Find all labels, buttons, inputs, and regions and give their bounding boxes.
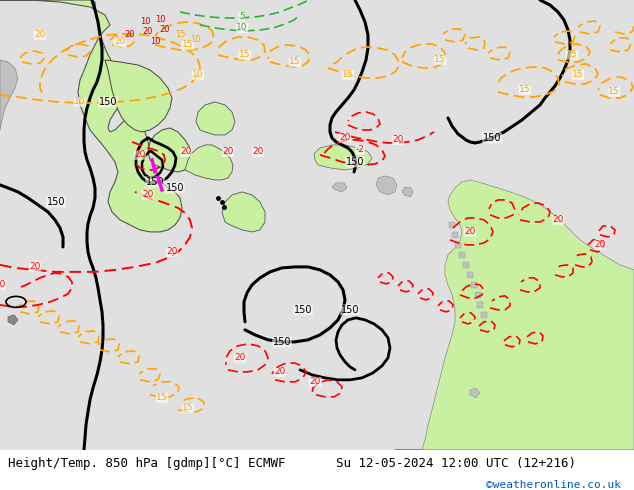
- Text: 20: 20: [34, 30, 46, 40]
- Polygon shape: [8, 315, 18, 325]
- Text: 15: 15: [608, 87, 620, 97]
- Polygon shape: [395, 180, 634, 450]
- Text: 10: 10: [190, 35, 200, 45]
- Text: 20: 20: [275, 368, 286, 376]
- Text: Height/Temp. 850 hPa [gdmp][°C] ECMWF: Height/Temp. 850 hPa [gdmp][°C] ECMWF: [8, 457, 285, 470]
- Polygon shape: [148, 128, 192, 172]
- Text: 150: 150: [47, 197, 65, 207]
- Text: 150: 150: [99, 97, 117, 107]
- Text: 20: 20: [235, 353, 246, 363]
- Text: 20: 20: [29, 262, 41, 271]
- Polygon shape: [0, 60, 18, 130]
- Text: 15: 15: [182, 41, 194, 49]
- Polygon shape: [463, 262, 469, 268]
- Text: 20: 20: [252, 147, 264, 156]
- Text: 15: 15: [239, 50, 251, 59]
- Polygon shape: [459, 252, 465, 258]
- Text: 10: 10: [74, 98, 86, 106]
- Polygon shape: [332, 183, 347, 192]
- Text: 150: 150: [273, 337, 291, 347]
- Text: 150: 150: [482, 133, 501, 143]
- Text: Su 12-05-2024 12:00 UTC (12+216): Su 12-05-2024 12:00 UTC (12+216): [336, 457, 576, 470]
- Text: 10: 10: [155, 16, 165, 24]
- Polygon shape: [402, 187, 413, 197]
- Polygon shape: [475, 292, 481, 298]
- Text: 15: 15: [156, 393, 168, 402]
- Text: 20: 20: [594, 241, 605, 249]
- Text: 20: 20: [309, 377, 321, 386]
- Polygon shape: [477, 302, 483, 308]
- Polygon shape: [185, 145, 233, 180]
- Polygon shape: [196, 102, 235, 135]
- Polygon shape: [449, 222, 455, 228]
- Text: 20: 20: [142, 191, 153, 199]
- Text: 20: 20: [134, 150, 146, 159]
- Text: 10: 10: [150, 37, 160, 47]
- Polygon shape: [222, 192, 265, 232]
- Polygon shape: [467, 272, 473, 278]
- Text: 20: 20: [160, 25, 171, 34]
- Text: 150: 150: [340, 305, 359, 315]
- Polygon shape: [376, 176, 397, 195]
- Text: 5: 5: [239, 12, 245, 22]
- Text: 20: 20: [552, 216, 564, 224]
- Text: 20: 20: [125, 30, 135, 40]
- Text: 10: 10: [139, 18, 150, 26]
- Polygon shape: [455, 242, 461, 248]
- Polygon shape: [470, 388, 480, 398]
- Text: 10: 10: [192, 71, 204, 79]
- Text: ©weatheronline.co.uk: ©weatheronline.co.uk: [486, 480, 621, 490]
- Text: 20: 20: [114, 37, 126, 47]
- Text: 15: 15: [342, 71, 354, 79]
- Text: 20: 20: [166, 247, 178, 256]
- Text: 15: 15: [573, 71, 584, 79]
- Text: 20: 20: [143, 27, 153, 36]
- Polygon shape: [481, 312, 487, 318]
- Text: 20: 20: [0, 280, 6, 290]
- Text: -2: -2: [356, 146, 365, 154]
- Polygon shape: [314, 145, 372, 170]
- Polygon shape: [471, 282, 477, 288]
- Text: 15: 15: [175, 30, 185, 40]
- Text: 15: 15: [519, 85, 531, 95]
- Text: 20: 20: [223, 147, 234, 156]
- Text: 15: 15: [182, 403, 194, 413]
- Polygon shape: [0, 0, 182, 232]
- Text: 20: 20: [464, 227, 476, 236]
- Text: 20: 20: [339, 133, 351, 143]
- Text: 20: 20: [392, 135, 404, 145]
- Polygon shape: [105, 60, 172, 132]
- Polygon shape: [452, 232, 458, 238]
- Text: 20: 20: [180, 147, 191, 156]
- Text: 15: 15: [566, 50, 578, 59]
- Text: 150: 150: [146, 177, 164, 187]
- Text: 150: 150: [165, 183, 184, 193]
- Text: 15: 15: [289, 57, 301, 67]
- Text: 15: 15: [434, 55, 446, 65]
- Text: 150: 150: [294, 305, 313, 315]
- Text: 10: 10: [236, 24, 248, 32]
- Text: 150: 150: [346, 157, 365, 167]
